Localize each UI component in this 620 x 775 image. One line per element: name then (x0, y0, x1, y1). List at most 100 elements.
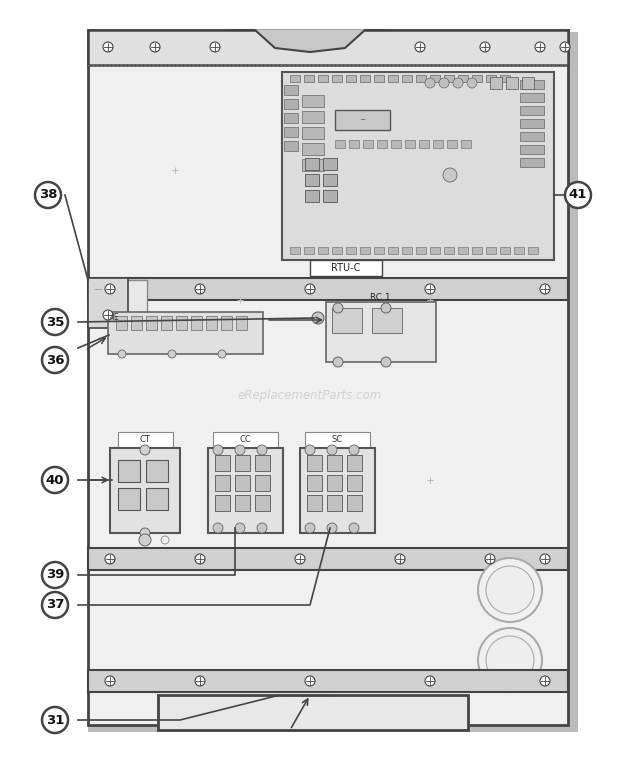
Bar (458, 247, 468, 254)
Text: 35: 35 (46, 315, 64, 329)
Bar (305, 158, 319, 170)
Bar (458, 75, 468, 82)
Bar (255, 475, 270, 491)
Circle shape (195, 676, 205, 686)
Bar (332, 308, 362, 333)
Bar (146, 488, 168, 510)
Bar (307, 475, 322, 491)
Circle shape (103, 310, 113, 320)
Text: ─: ─ (360, 117, 364, 123)
Circle shape (381, 357, 391, 367)
Circle shape (486, 636, 534, 684)
Circle shape (118, 350, 126, 358)
Circle shape (305, 676, 315, 686)
Bar (332, 247, 342, 254)
Bar (282, 72, 554, 260)
Bar (486, 75, 496, 82)
Bar (419, 140, 429, 148)
Circle shape (415, 42, 425, 52)
Bar (235, 495, 250, 511)
Circle shape (257, 445, 267, 455)
Bar (206, 316, 217, 330)
Bar (363, 140, 373, 148)
Circle shape (478, 628, 542, 692)
Bar (304, 75, 314, 82)
Bar (377, 140, 387, 148)
Bar (88, 670, 568, 692)
Circle shape (349, 445, 359, 455)
Circle shape (535, 42, 545, 52)
Bar (191, 316, 202, 330)
Circle shape (540, 554, 550, 564)
Bar (327, 455, 342, 471)
Bar (506, 77, 518, 89)
Circle shape (327, 445, 337, 455)
Text: 31: 31 (46, 714, 64, 726)
Text: 39: 39 (46, 569, 64, 581)
Bar (302, 127, 324, 139)
Bar (118, 432, 173, 448)
Circle shape (305, 523, 315, 533)
Text: eReplacementParts.com: eReplacementParts.com (238, 388, 382, 401)
Circle shape (140, 528, 150, 538)
Bar (372, 308, 402, 333)
Circle shape (395, 554, 405, 564)
Bar (346, 75, 356, 82)
Bar (327, 475, 342, 491)
Bar (327, 495, 342, 511)
Bar (391, 140, 401, 148)
Bar (520, 132, 544, 141)
Circle shape (312, 312, 324, 324)
Bar (302, 143, 324, 155)
Bar (215, 495, 230, 511)
Polygon shape (230, 30, 390, 52)
Bar (284, 85, 298, 95)
Bar (215, 455, 230, 471)
Bar (92, 280, 147, 315)
Circle shape (305, 445, 315, 455)
Bar (405, 140, 415, 148)
Circle shape (425, 676, 435, 686)
Bar (318, 75, 328, 82)
Bar (235, 475, 250, 491)
Bar (347, 455, 362, 471)
Bar (347, 495, 362, 511)
Circle shape (35, 182, 61, 208)
Circle shape (42, 592, 68, 618)
Circle shape (305, 284, 315, 294)
Circle shape (210, 42, 220, 52)
Bar (118, 488, 140, 510)
Bar (236, 316, 247, 330)
Bar (430, 75, 440, 82)
Bar (88, 30, 568, 725)
Bar (88, 724, 578, 732)
Bar (346, 247, 356, 254)
Bar (302, 111, 324, 123)
Circle shape (333, 303, 343, 313)
Circle shape (565, 182, 591, 208)
Bar (305, 174, 319, 186)
Bar (520, 106, 544, 115)
Bar (520, 145, 544, 154)
Bar (304, 247, 314, 254)
Bar (290, 247, 300, 254)
Bar (486, 247, 496, 254)
Circle shape (235, 523, 245, 533)
Text: RTU-C: RTU-C (331, 263, 361, 273)
Bar (284, 127, 298, 137)
Bar (388, 75, 398, 82)
Circle shape (235, 445, 245, 455)
Bar (514, 247, 524, 254)
Bar (402, 247, 412, 254)
Circle shape (257, 523, 267, 533)
Circle shape (140, 445, 150, 455)
Bar (520, 93, 544, 102)
Text: 38: 38 (38, 188, 57, 202)
Bar (522, 77, 534, 89)
Bar (88, 30, 568, 65)
Circle shape (349, 523, 359, 533)
Bar (305, 432, 370, 448)
Circle shape (218, 350, 226, 358)
Bar (472, 247, 482, 254)
Bar (305, 190, 319, 202)
